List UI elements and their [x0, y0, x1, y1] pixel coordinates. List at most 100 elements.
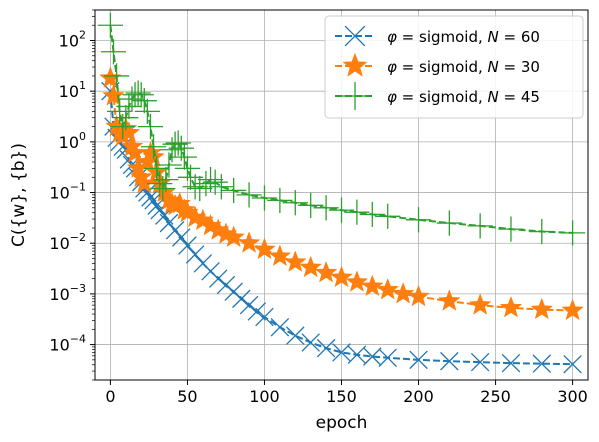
data-point: [144, 155, 170, 181]
legend-label: φ = sigmoid, N = 45: [387, 88, 540, 106]
legend: φ = sigmoid, N = 60 φ = sigmoid, N = 30 φ …: [324, 15, 584, 119]
marker-stroke: [159, 213, 179, 233]
data-point: [125, 80, 151, 106]
data-point: [347, 345, 367, 365]
series-2: [97, 12, 586, 246]
marker-stroke: [185, 245, 205, 264]
x-axis-label: epoch: [316, 413, 368, 433]
data-point: [498, 216, 524, 242]
marker-stroke: [239, 295, 259, 315]
y-tick-label: 10−3: [49, 282, 86, 304]
data-point: [299, 255, 323, 278]
data-point: [314, 260, 338, 283]
y-axis-label: C({w}, {b}): [9, 143, 29, 247]
data-point: [239, 295, 259, 315]
marker-stroke: [270, 317, 290, 337]
data-point: [501, 353, 521, 373]
data-point: [468, 293, 492, 315]
marker-stroke: [165, 221, 185, 240]
marker-stroke: [563, 354, 582, 374]
axes: 0 50 100 150 200 250 300 10−4 10−3 10−2 10−1 100 101…: [49, 9, 589, 406]
x-tick-label: 300: [557, 387, 588, 406]
data-point: [159, 213, 179, 233]
marker-stroke: [344, 25, 366, 47]
data-point: [208, 269, 228, 288]
marker-stroke: [440, 351, 459, 371]
data-point: [467, 213, 493, 239]
data-point: [375, 203, 401, 229]
data-point: [376, 277, 400, 300]
data-point: [405, 207, 432, 233]
marker-stroke: [178, 236, 197, 255]
data-point: [529, 218, 555, 245]
marker-stroke: [208, 269, 228, 288]
data-point: [102, 84, 125, 106]
y-tick-label: 101: [59, 79, 86, 101]
marker-stroke: [232, 289, 251, 309]
data-point: [147, 171, 173, 197]
x-tick-label: 0: [105, 387, 115, 406]
data-point: [134, 98, 160, 124]
y-tick-label: 10−1: [49, 181, 86, 203]
data-point: [440, 351, 459, 371]
data-point: [119, 86, 145, 112]
data-point: [128, 82, 154, 108]
data-point: [436, 210, 462, 236]
data-point: [255, 307, 274, 327]
marker-stroke: [470, 352, 490, 372]
y-tick-label: 10−4: [49, 333, 86, 355]
marker-stroke: [501, 353, 521, 373]
data-point: [530, 297, 554, 320]
data-point: [99, 66, 122, 88]
data-point: [237, 231, 261, 253]
data-point: [267, 187, 293, 213]
legend-label: φ = sigmoid, N = 60: [387, 28, 540, 46]
data-point: [409, 350, 428, 370]
data-point: [253, 237, 276, 260]
data-point: [561, 298, 584, 321]
x-tick-label: 200: [403, 387, 434, 406]
data-point: [159, 137, 185, 163]
data-point: [137, 114, 164, 140]
y-tick-label: 100: [59, 130, 86, 152]
x-tick-label: 150: [326, 387, 357, 406]
data-point: [113, 105, 139, 131]
data-point: [177, 164, 204, 190]
data-point: [332, 343, 351, 362]
x-tick-label: 250: [480, 387, 511, 406]
data-point: [156, 152, 182, 178]
y-tick-label: 10−2: [49, 231, 86, 253]
marker-stroke: [532, 354, 552, 373]
marker-stroke: [409, 350, 428, 370]
data-point: [232, 289, 251, 309]
marker-stroke: [255, 307, 274, 327]
data-point: [140, 134, 167, 160]
data-point: [221, 177, 247, 204]
data-point: [100, 39, 127, 65]
data-point: [360, 274, 384, 297]
marker-stroke: [286, 326, 305, 345]
marker-stroke: [172, 228, 191, 247]
data-point: [563, 354, 582, 374]
data-point: [298, 192, 324, 218]
data-point: [499, 295, 523, 318]
marker-stroke: [332, 343, 351, 362]
marker-stroke: [316, 338, 336, 358]
marker-stroke: [347, 345, 367, 365]
data-point: [345, 270, 369, 292]
data-point: [328, 197, 355, 223]
legend-marker: [341, 82, 369, 110]
data-point: [197, 167, 224, 193]
data-point: [407, 284, 430, 307]
data-point: [193, 171, 219, 197]
data-point: [116, 93, 142, 120]
data-point: [208, 174, 234, 200]
data-point: [286, 326, 305, 345]
data-point: [282, 190, 308, 216]
data-point: [103, 63, 130, 89]
legend-marker: [344, 25, 366, 47]
data-point: [117, 121, 141, 143]
data-point: [438, 289, 461, 311]
series-1: [99, 66, 584, 321]
